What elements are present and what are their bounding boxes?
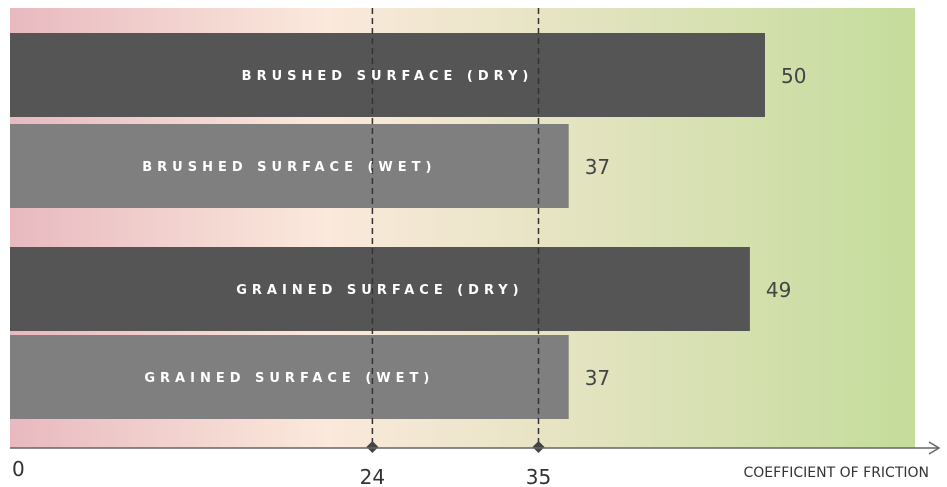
labels-layer: BRUSHED SURFACE (DRY) 50 BRUSHED SURFACE (… [142, 64, 806, 390]
bar [10, 124, 569, 208]
x-tick-label: 0 [12, 457, 25, 481]
reference-lines-layer [366, 8, 545, 453]
x-axis: COEFFICIENT OF FRICTION 0 24 35 [10, 441, 941, 487]
bar [10, 33, 765, 117]
bar [10, 335, 569, 419]
x-axis-title: COEFFICIENT OF FRICTION [744, 465, 929, 481]
reference-marker-diamond-icon [532, 441, 545, 453]
bar-value-label: 50 [781, 64, 806, 88]
x-tick-label: 24 [360, 465, 385, 487]
x-axis-arrow-icon [928, 441, 941, 455]
bar-category-label: GRAINED SURFACE (WET) [144, 371, 434, 386]
bar [10, 247, 750, 331]
bar-value-label: 37 [585, 366, 610, 390]
bar-value-label: 37 [585, 155, 610, 179]
bar-value-label: 49 [766, 278, 791, 302]
bar-category-label: GRAINED SURFACE (DRY) [236, 283, 523, 298]
bar-category-label: BRUSHED SURFACE (WET) [142, 160, 436, 175]
reference-marker-diamond-icon [366, 441, 379, 453]
x-tick-label: 35 [526, 465, 551, 487]
bars-layer [10, 33, 765, 419]
bar-category-label: BRUSHED SURFACE (DRY) [242, 69, 534, 84]
